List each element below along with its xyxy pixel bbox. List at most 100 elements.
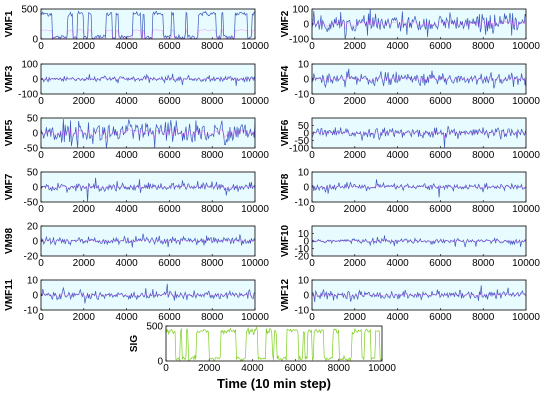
x-tick-label: 6000: [158, 41, 181, 52]
x-tick-label: 2000: [344, 41, 367, 52]
x-tick-label: 4000: [386, 96, 409, 107]
x-tick-label: 6000: [429, 312, 452, 323]
x-tick-label: 10000: [241, 204, 269, 215]
x-tick-label: 4000: [115, 41, 138, 52]
x-tick-label: 8000: [472, 312, 495, 323]
overlay-line: [40, 76, 256, 83]
y-tick-label: 500: [146, 322, 163, 333]
x-tick-label: 0: [309, 204, 315, 215]
x-tick-label: 6000: [158, 96, 181, 107]
y-tick-label: 100: [292, 5, 309, 16]
x-tick-label: 0: [38, 96, 44, 107]
x-tick-label: 8000: [201, 258, 224, 269]
x-tick-label: 10000: [241, 312, 269, 323]
x-tick-label: 10000: [241, 96, 269, 107]
y-axis-label: VMF4: [280, 65, 291, 92]
plot-area: [312, 64, 526, 94]
y-axis-label: VMF3: [4, 65, 15, 92]
y-tick-label: 10: [298, 276, 310, 287]
x-tick-label: 0: [38, 258, 44, 269]
x-tick-label: 2000: [344, 312, 367, 323]
y-tick-label: 0: [32, 129, 38, 140]
x-tick-label: 2000: [73, 204, 96, 215]
x-tick-label: 8000: [201, 96, 224, 107]
x-tick-label: 8000: [472, 204, 495, 215]
x-axis-label: Time (10 min step): [217, 376, 331, 391]
x-tick-label: 2000: [73, 96, 96, 107]
y-axis-label: VMF1: [4, 10, 15, 37]
x-tick-label: 10000: [368, 363, 396, 374]
y-tick-label: 0: [32, 35, 38, 46]
x-tick-label: 8000: [201, 41, 224, 52]
plot-area: [312, 172, 526, 202]
x-tick-label: 8000: [328, 363, 351, 374]
plot-area: [41, 64, 255, 94]
x-tick-label: 4000: [115, 312, 138, 323]
x-tick-label: 6000: [158, 204, 181, 215]
y-tick-label: -10: [295, 198, 310, 209]
x-tick-label: 6000: [158, 312, 181, 323]
series-line: [311, 8, 527, 40]
x-tick-label: 4000: [115, 150, 138, 161]
x-tick-label: 0: [38, 312, 44, 323]
x-tick-label: 0: [38, 41, 44, 52]
overlay-line: [311, 74, 527, 83]
x-tick-label: 2000: [344, 258, 367, 269]
overlay-line: [311, 18, 527, 30]
x-tick-label: 2000: [73, 312, 96, 323]
x-tick-label: 8000: [472, 150, 495, 161]
y-axis-label: VMF10: [280, 224, 291, 257]
x-tick-label: 0: [309, 96, 315, 107]
series-line: [311, 179, 526, 198]
x-tick-label: 10000: [241, 258, 269, 269]
y-tick-label: -20: [295, 252, 310, 263]
y-tick-label: 50: [298, 121, 310, 132]
x-tick-label: 10000: [512, 204, 540, 215]
y-tick-label: -50: [24, 198, 39, 209]
y-axis-label: VMF12: [280, 278, 291, 311]
x-tick-label: 10000: [241, 41, 269, 52]
x-tick-label: 0: [309, 258, 315, 269]
y-tick-label: 0: [32, 237, 38, 248]
series-line: [311, 68, 527, 89]
x-tick-label: 0: [38, 204, 44, 215]
y-tick-label: 0: [32, 183, 38, 194]
y-axis-label: VMF7: [4, 173, 15, 200]
x-tick-label: 0: [163, 363, 169, 374]
x-tick-label: 2000: [344, 150, 367, 161]
x-tick-label: 6000: [429, 150, 452, 161]
x-tick-label: 2000: [198, 363, 221, 374]
x-tick-label: 8000: [472, 258, 495, 269]
x-tick-label: 6000: [158, 258, 181, 269]
x-tick-label: 10000: [512, 96, 540, 107]
y-tick-label: -10: [295, 244, 310, 255]
y-tick-label: 0: [303, 237, 309, 248]
y-tick-label: 0: [303, 291, 309, 302]
y-tick-label: 100: [21, 60, 38, 71]
y-axis-label: VMF6: [280, 119, 291, 146]
y-tick-label: -100: [289, 144, 309, 155]
x-tick-label: 6000: [284, 363, 307, 374]
y-tick-label: 0: [157, 357, 163, 368]
y-axis-label: VMF8: [280, 173, 291, 200]
x-tick-label: 2000: [73, 150, 96, 161]
x-tick-label: 2000: [73, 41, 96, 52]
plot-area: [41, 280, 255, 310]
overlay-line: [40, 291, 256, 299]
y-tick-label: 10: [298, 168, 310, 179]
x-tick-label: 4000: [115, 204, 138, 215]
y-tick-label: -10: [295, 306, 310, 317]
panel-sig: 0 2000 4000 6000 8000 10000 0 500 SIG Time (10 mi…: [129, 322, 396, 392]
x-tick-label: 2000: [344, 96, 367, 107]
x-tick-label: 2000: [344, 204, 367, 215]
overlay-line: [311, 183, 526, 191]
y-tick-label: -10: [24, 306, 39, 317]
